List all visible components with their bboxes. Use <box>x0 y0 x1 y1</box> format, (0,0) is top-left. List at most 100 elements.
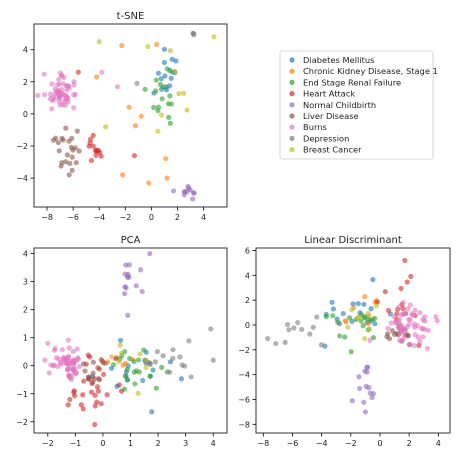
point-depression <box>190 30 196 37</box>
x-tick-label: 4 <box>211 439 216 448</box>
point-breast-cancer <box>366 326 373 332</box>
point-depression <box>307 331 313 337</box>
point-burns <box>66 345 72 351</box>
point-burns <box>409 311 415 317</box>
point-end-stage-renal-failure <box>147 373 153 379</box>
point-breast-cancer <box>143 365 149 371</box>
y-tick-label: 3 <box>23 278 28 287</box>
point-burns <box>411 342 417 349</box>
point-normal-childbirth <box>357 385 363 392</box>
point-liver-disease <box>63 125 69 131</box>
point-heart-attack <box>100 371 107 378</box>
point-normal-childbirth <box>364 364 370 370</box>
point-heart-attack <box>80 406 86 412</box>
x-tick-label: 4 <box>436 439 441 448</box>
legend-label: Breast Cancer <box>303 145 362 155</box>
point-end-stage-renal-failure <box>122 373 128 379</box>
x-tick-label: 4 <box>201 213 206 222</box>
y-tick-label: 2 <box>23 78 28 87</box>
legend-label: Burns <box>303 122 327 132</box>
point-depression <box>188 374 194 380</box>
legend-label: Diabetes Mellitus <box>303 55 374 65</box>
point-burns <box>391 314 397 320</box>
point-burns <box>411 324 418 330</box>
point-burns <box>407 342 413 348</box>
point-liver-disease <box>96 376 102 382</box>
point-breast-cancer <box>158 112 165 118</box>
point-liver-disease <box>58 163 64 169</box>
point-normal-childbirth <box>122 284 128 290</box>
x-tick-label: 2 <box>156 439 161 448</box>
point-burns <box>61 92 68 98</box>
point-end-stage-renal-failure <box>166 114 172 120</box>
point-burns <box>49 81 55 87</box>
point-burns <box>412 332 418 338</box>
point-burns <box>396 304 402 310</box>
y-tick-label: −4 <box>238 371 250 380</box>
point-heart-attack <box>92 421 98 428</box>
panel-2: PCA −2 −1 0 1 2 3 4 −2 −1 0 1 2 3 4 <box>16 235 228 448</box>
x-tick-label: 0 <box>149 213 154 222</box>
point-burns <box>35 92 41 99</box>
x-tick-label: −2 <box>345 439 357 448</box>
point-burns <box>65 361 72 367</box>
point-liver-disease <box>385 331 391 337</box>
point-normal-childbirth <box>139 288 145 295</box>
point-end-stage-renal-failure <box>167 120 173 126</box>
point-diabetes-mellitus <box>340 310 346 317</box>
point-end-stage-renal-failure <box>133 368 140 374</box>
point-end-stage-renal-failure <box>124 366 130 372</box>
point-liver-disease <box>82 368 88 374</box>
point-liver-disease <box>97 366 103 372</box>
point-diabetes-mellitus <box>161 46 168 52</box>
point-burns <box>433 314 439 320</box>
point-end-stage-renal-failure <box>335 319 341 325</box>
point-normal-childbirth <box>364 369 370 375</box>
point-breast-cancer <box>155 128 161 134</box>
point-heart-attack <box>81 378 87 384</box>
point-burns <box>406 321 413 327</box>
point-burns <box>75 355 81 361</box>
point-heart-attack <box>87 136 94 142</box>
point-burns <box>66 366 72 372</box>
x-tick-label: 0 <box>100 439 105 448</box>
point-depression <box>291 325 297 331</box>
point-end-stage-renal-failure <box>110 361 117 368</box>
point-burns <box>367 337 373 343</box>
point-heart-attack <box>416 342 422 348</box>
point-end-stage-renal-failure <box>153 77 159 83</box>
point-depression <box>170 347 176 353</box>
point-heart-attack <box>408 273 414 279</box>
point-burns <box>47 91 54 97</box>
point-heart-attack <box>93 152 99 158</box>
point-heart-attack <box>88 389 95 395</box>
point-burns <box>62 102 68 108</box>
x-tick-label: −2 <box>119 213 131 222</box>
point-normal-childbirth <box>186 185 192 191</box>
point-depression <box>286 327 292 333</box>
legend-label: Liver Disease <box>303 111 359 121</box>
y-tick-label: −2 <box>238 346 250 355</box>
point-burns <box>424 345 431 352</box>
point-breast-cancer <box>167 48 173 54</box>
x-tick-label: 2 <box>175 213 180 222</box>
point-burns <box>114 84 121 90</box>
y-tick-label: 2 <box>23 306 28 315</box>
point-heart-attack <box>78 402 84 408</box>
point-heart-attack <box>65 402 71 408</box>
x-tick-label: −6 <box>287 439 299 448</box>
point-normal-childbirth <box>362 409 368 415</box>
point-depression <box>273 340 279 347</box>
point-heart-attack <box>67 396 73 403</box>
point-normal-childbirth <box>190 190 196 196</box>
point-normal-childbirth <box>126 262 132 268</box>
point-liver-disease <box>76 148 82 154</box>
legend-label: Normal Childbirth <box>303 100 376 110</box>
point-depression <box>318 342 325 348</box>
point-end-stage-renal-failure <box>142 86 148 92</box>
y-tick-label: 0 <box>23 362 28 371</box>
x-tick-label: −8 <box>257 439 269 448</box>
point-burns <box>65 337 71 343</box>
legend-marker <box>289 57 295 63</box>
legend-marker <box>289 79 295 85</box>
